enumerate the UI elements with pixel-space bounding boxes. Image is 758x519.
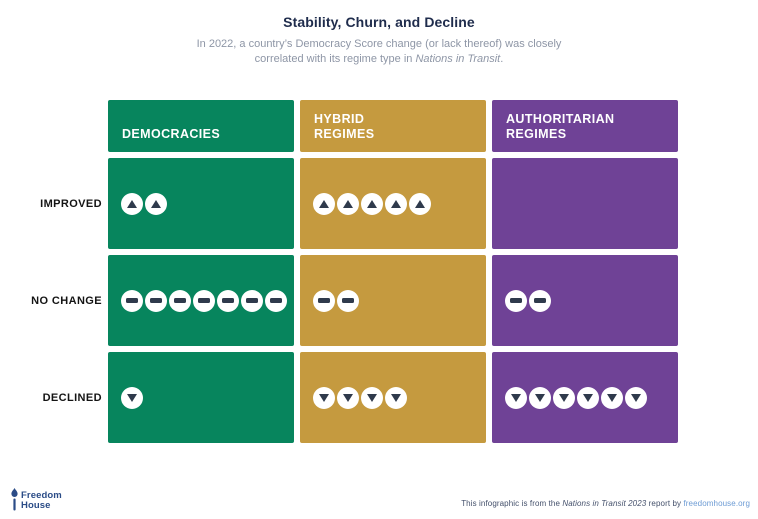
minus-icon — [241, 289, 263, 312]
freedomhouse-org-link[interactable]: freedomhouse.org — [683, 499, 750, 508]
cell-no-change-hybrid — [300, 255, 486, 346]
cell-no-change-democracies — [108, 255, 294, 346]
down-arrow-icon — [505, 386, 527, 409]
down-arrow-icon — [601, 386, 623, 409]
logo-wordmark: Freedom House — [21, 490, 62, 511]
up-arrow-icon — [145, 192, 167, 215]
minus-icon — [193, 289, 215, 312]
cell-declined-hybrid — [300, 352, 486, 443]
cell-improved-democracies — [108, 158, 294, 249]
down-arrow-icon — [121, 386, 143, 409]
column-header-label: AUTHORITARIAN REGIMES — [506, 112, 615, 141]
column-header-label: HYBRID REGIMES — [314, 112, 375, 141]
cell-improved-hybrid — [300, 158, 486, 249]
down-arrow-icon — [553, 386, 575, 409]
row-label-no-change: NO CHANGE — [31, 294, 102, 307]
row-label-improved: IMPROVED — [40, 197, 102, 210]
page-title: Stability, Churn, and Decline — [283, 14, 475, 30]
cell-improved-authoritarian — [492, 158, 678, 249]
down-arrow-icon — [337, 386, 359, 409]
up-arrow-icon — [361, 192, 383, 215]
freedom-house-logo: Freedom House — [10, 488, 62, 516]
up-arrow-icon — [121, 192, 143, 215]
attribution-report-name: Nations in Transit 2023 — [562, 499, 647, 508]
row-label-declined: DECLINED — [42, 391, 102, 404]
column-header-hybrid-regimes: HYBRID REGIMES — [300, 100, 486, 152]
down-arrow-icon — [313, 386, 335, 409]
down-arrow-icon — [385, 386, 407, 409]
minus-icon — [217, 289, 239, 312]
column-header-authoritarian-regimes: AUTHORITARIAN REGIMES — [492, 100, 678, 152]
minus-icon — [313, 289, 335, 312]
minus-icon — [265, 289, 287, 312]
subtitle-line2: correlated with its regime type in Natio… — [254, 53, 504, 65]
up-arrow-icon — [337, 192, 359, 215]
down-arrow-icon — [577, 386, 599, 409]
subtitle-report-name: Nations in Transit — [415, 53, 501, 65]
torch-icon — [10, 488, 19, 516]
minus-icon — [169, 289, 191, 312]
minus-icon — [337, 289, 359, 312]
cell-no-change-authoritarian — [492, 255, 678, 346]
down-arrow-icon — [361, 386, 383, 409]
spacer-cell — [0, 100, 102, 152]
up-arrow-icon — [409, 192, 431, 215]
cell-declined-democracies — [108, 352, 294, 443]
down-arrow-icon — [529, 386, 551, 409]
attribution-text: This infographic is from the Nations in … — [461, 499, 750, 508]
up-arrow-icon — [313, 192, 335, 215]
regime-matrix: DEMOCRACIES HYBRID REGIMES AUTHORITARIAN… — [0, 100, 678, 443]
minus-icon — [121, 289, 143, 312]
minus-icon — [529, 289, 551, 312]
up-arrow-icon — [385, 192, 407, 215]
column-header-label: DEMOCRACIES — [122, 127, 221, 141]
cell-declined-authoritarian — [492, 352, 678, 443]
subtitle-line1: In 2022, a country’s Democracy Score cha… — [196, 38, 562, 50]
minus-icon — [145, 289, 167, 312]
down-arrow-icon — [625, 386, 647, 409]
minus-icon — [505, 289, 527, 312]
page-subtitle: In 2022, a country’s Democracy Score cha… — [0, 37, 758, 67]
column-header-democracies: DEMOCRACIES — [108, 100, 294, 152]
